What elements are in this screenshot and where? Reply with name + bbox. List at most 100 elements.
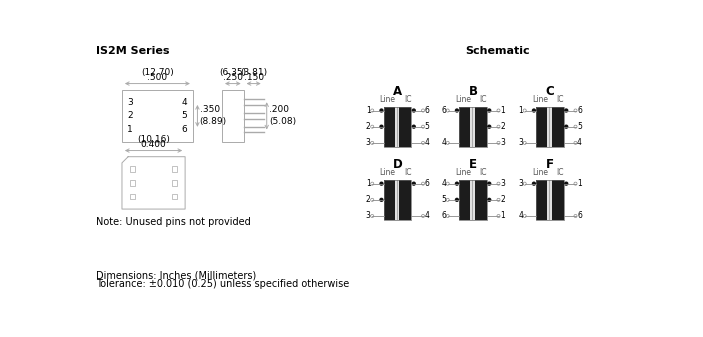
Text: .250: .250: [223, 73, 243, 82]
Text: 1: 1: [518, 106, 523, 115]
Text: 4: 4: [577, 139, 582, 147]
Bar: [475, 106, 487, 147]
Text: 6: 6: [577, 106, 582, 115]
Text: (12.70): (12.70): [141, 68, 174, 76]
Text: 3: 3: [366, 212, 370, 220]
Text: IS2M Series: IS2M Series: [96, 46, 169, 56]
Circle shape: [380, 109, 384, 113]
Circle shape: [380, 125, 384, 129]
Text: IC: IC: [556, 95, 564, 104]
Circle shape: [380, 182, 384, 186]
Text: Line: Line: [455, 95, 471, 104]
Text: Line: Line: [455, 168, 471, 177]
Text: 2: 2: [366, 195, 370, 204]
Text: 4: 4: [425, 139, 430, 147]
Text: 3: 3: [518, 179, 523, 188]
Text: Line: Line: [532, 95, 548, 104]
Text: 4: 4: [441, 139, 446, 147]
Text: Dimensions: Inches (Millimeters): Dimensions: Inches (Millimeters): [96, 271, 256, 281]
Bar: [399, 106, 411, 147]
Text: 1: 1: [500, 106, 505, 115]
Bar: [399, 180, 411, 220]
Text: Schematic: Schematic: [465, 46, 530, 56]
Bar: [384, 106, 395, 147]
Text: 2: 2: [500, 122, 505, 131]
Bar: [130, 166, 136, 172]
Text: IC: IC: [404, 95, 411, 104]
Bar: [536, 106, 548, 147]
Text: D: D: [393, 158, 403, 171]
Text: IC: IC: [479, 95, 487, 104]
Text: B: B: [469, 85, 477, 98]
Text: Line: Line: [380, 168, 396, 177]
Bar: [459, 106, 487, 147]
Text: 5: 5: [181, 112, 188, 120]
Text: 3: 3: [500, 139, 505, 147]
Text: 5: 5: [425, 122, 430, 131]
Circle shape: [487, 198, 491, 202]
Text: E: E: [469, 158, 477, 171]
Text: Note: Unused pins not provided: Note: Unused pins not provided: [96, 217, 250, 227]
Bar: [384, 106, 411, 147]
Text: 4: 4: [425, 212, 430, 220]
Bar: [384, 180, 411, 220]
Bar: [398, 106, 399, 147]
Bar: [472, 106, 473, 147]
Text: IC: IC: [404, 168, 411, 177]
Text: 1: 1: [366, 179, 370, 188]
Text: 0.400: 0.400: [141, 140, 167, 149]
Text: .200: .200: [269, 105, 289, 114]
Text: 6: 6: [577, 212, 582, 220]
Circle shape: [455, 109, 459, 113]
Text: 4: 4: [441, 179, 446, 188]
Bar: [470, 180, 472, 220]
Bar: [222, 90, 244, 142]
Bar: [549, 106, 550, 147]
Text: 5: 5: [577, 122, 582, 131]
Text: 2: 2: [366, 122, 370, 131]
Bar: [172, 166, 177, 172]
Circle shape: [564, 182, 569, 186]
Text: IC: IC: [556, 168, 564, 177]
Text: 6: 6: [441, 106, 446, 115]
Bar: [473, 106, 475, 147]
Text: 6: 6: [425, 106, 430, 115]
Text: 6: 6: [441, 212, 446, 220]
Bar: [395, 106, 396, 147]
Text: (6.35): (6.35): [219, 68, 247, 76]
Text: .150: .150: [243, 73, 264, 82]
Bar: [472, 180, 473, 220]
Bar: [550, 180, 552, 220]
Bar: [172, 180, 177, 186]
Bar: [475, 180, 487, 220]
Text: 4: 4: [182, 97, 188, 106]
Text: 2: 2: [127, 112, 133, 120]
Text: 3: 3: [366, 139, 370, 147]
Bar: [172, 194, 177, 200]
Text: 6: 6: [181, 125, 188, 134]
Text: A: A: [393, 85, 402, 98]
Text: 6: 6: [425, 179, 430, 188]
Bar: [459, 180, 487, 220]
Circle shape: [487, 182, 491, 186]
Text: (3.81): (3.81): [240, 68, 267, 76]
Bar: [550, 106, 552, 147]
Bar: [548, 106, 549, 147]
Bar: [473, 180, 475, 220]
Text: .350: .350: [200, 105, 220, 114]
Circle shape: [412, 109, 416, 113]
Circle shape: [564, 109, 569, 113]
Text: 3: 3: [500, 179, 505, 188]
Circle shape: [531, 109, 536, 113]
Circle shape: [412, 125, 416, 129]
Text: (5.08): (5.08): [269, 117, 296, 126]
Bar: [130, 180, 136, 186]
Text: 1: 1: [577, 179, 582, 188]
Bar: [459, 106, 470, 147]
Circle shape: [564, 125, 569, 129]
Circle shape: [455, 198, 459, 202]
Circle shape: [531, 182, 536, 186]
Circle shape: [487, 109, 491, 113]
Text: F: F: [546, 158, 554, 171]
Text: .500: .500: [148, 73, 167, 82]
